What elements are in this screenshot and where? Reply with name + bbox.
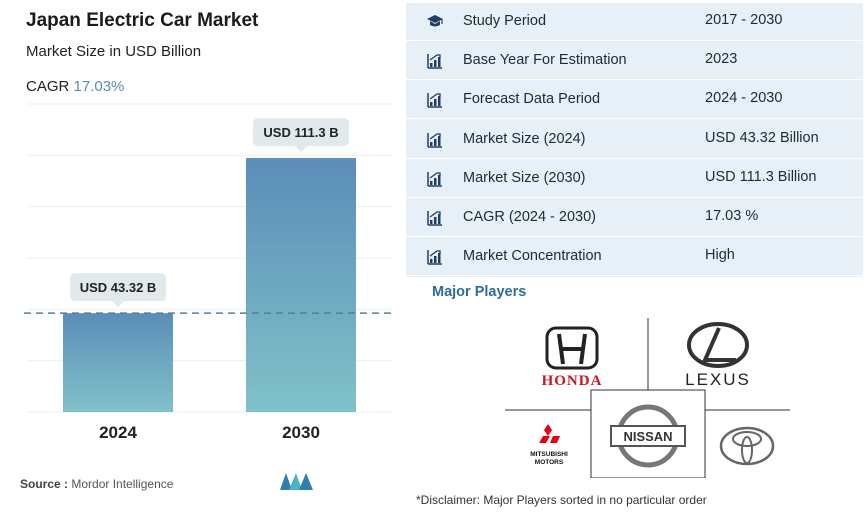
stat-value: USD 43.32 Billion [705, 129, 819, 146]
toyota-logo [719, 426, 775, 466]
mitsubishi-logo: MITSUBISHI MOTORS [530, 424, 568, 466]
data-label: USD 43.32 B [80, 280, 157, 295]
stat-row: Market Size (2030) USD 111.3 Billion [406, 160, 863, 198]
stat-label: Study Period [463, 13, 547, 29]
source-text: Mordor Intelligence [71, 477, 174, 491]
mitsubishi-wordmark-line2: MOTORS [535, 459, 564, 466]
disclaimer-note: *Disclaimer: Major Players sorted in no … [416, 493, 707, 507]
source-note: Source : Mordor Intelligence [20, 477, 173, 491]
stat-row: Forecast Data Period 2024 - 2030 [406, 81, 863, 120]
data-label-box [70, 273, 166, 302]
stat-label: Forecast Data Period [463, 91, 601, 108]
major-players-logos: HONDA LEXUS MITSUBISHI MOTORS NISSAN [505, 318, 790, 478]
stat-value: 2024 - 2030 [705, 90, 783, 107]
nissan-logo: NISSAN [610, 404, 686, 468]
stat-value: High [705, 247, 735, 264]
lexus-logo: LEXUS [685, 322, 751, 389]
market-stats-panel: Study Period 2017 - 2030 Base Year For Est… [406, 3, 863, 277]
bar-chart: USD 43.32 B 2024 USD 111.3 B 2030 [24, 103, 392, 442]
toyota-stem-icon [741, 436, 753, 464]
honda-h-icon [557, 333, 587, 365]
x-tick-label: 2030 [282, 423, 320, 442]
mitsubishi-wordmark-line1: MITSUBISHI [530, 451, 568, 458]
bar-2024 [63, 313, 173, 412]
stat-row: CAGR (2024 - 2030) 17.03 % [406, 199, 863, 237]
lexus-l-icon [701, 327, 736, 362]
data-label-pointer [112, 301, 124, 308]
stat-row: Base Year For Estimation 2023 [406, 42, 863, 81]
bar-chart-icon [427, 171, 442, 187]
honda-logo: HONDA [542, 326, 603, 389]
cagr-label: CAGR [26, 78, 70, 95]
stat-value: 2017 - 2030 [705, 12, 783, 28]
major-players-title: Major Players [432, 284, 527, 300]
stat-value: USD 111.3 Billion [705, 168, 817, 185]
toyota-inner-ring-icon [732, 431, 762, 447]
graduation-cap-icon [427, 15, 443, 27]
bar-chart-icon [427, 93, 442, 109]
data-label-box [253, 118, 349, 147]
mitsubishi-diamonds-icon [539, 424, 560, 443]
honda-wordmark: HONDA [542, 373, 603, 389]
cagr-value: 17.03% [73, 78, 125, 95]
lexus-wordmark: LEXUS [685, 370, 751, 389]
cagr-summary: CAGR 17.03% [26, 78, 124, 95]
stat-label: Market Size (2030) [463, 169, 586, 186]
stat-label: Base Year For Estimation [463, 52, 627, 69]
stat-row: Study Period 2017 - 2030 [406, 3, 863, 41]
source-label: Source : [20, 477, 69, 491]
data-label-pointer [295, 146, 307, 153]
x-tick-label: 2024 [99, 423, 137, 442]
stat-row: Market Size (2024) USD 43.32 Billion [406, 121, 863, 159]
honda-emblem-icon [545, 326, 599, 370]
nissan-bar-icon [610, 425, 686, 447]
bar-chart-icon [427, 54, 442, 69]
data-label: USD 111.3 B [263, 125, 338, 140]
bar-2030 [246, 158, 356, 412]
bar-chart-icon [427, 211, 442, 226]
stat-value: 17.03 % [705, 208, 759, 224]
chart-title: Japan Electric Car Market [26, 10, 259, 31]
nissan-wordmark: NISSAN [623, 429, 672, 444]
chart-subtitle: Market Size in USD Billion [26, 43, 202, 60]
bar-chart-icon [427, 250, 442, 265]
bar-chart-icon [427, 132, 442, 148]
stat-value: 2023 [705, 51, 738, 68]
stat-row: Market Concentration High [406, 238, 863, 277]
stat-label: Market Size (2024) [463, 130, 586, 147]
lexus-emblem-icon [687, 322, 749, 368]
mordor-logo-icon [280, 473, 313, 490]
stat-label: CAGR (2024 - 2030) [463, 209, 596, 225]
stat-label: Market Concentration [463, 248, 602, 265]
